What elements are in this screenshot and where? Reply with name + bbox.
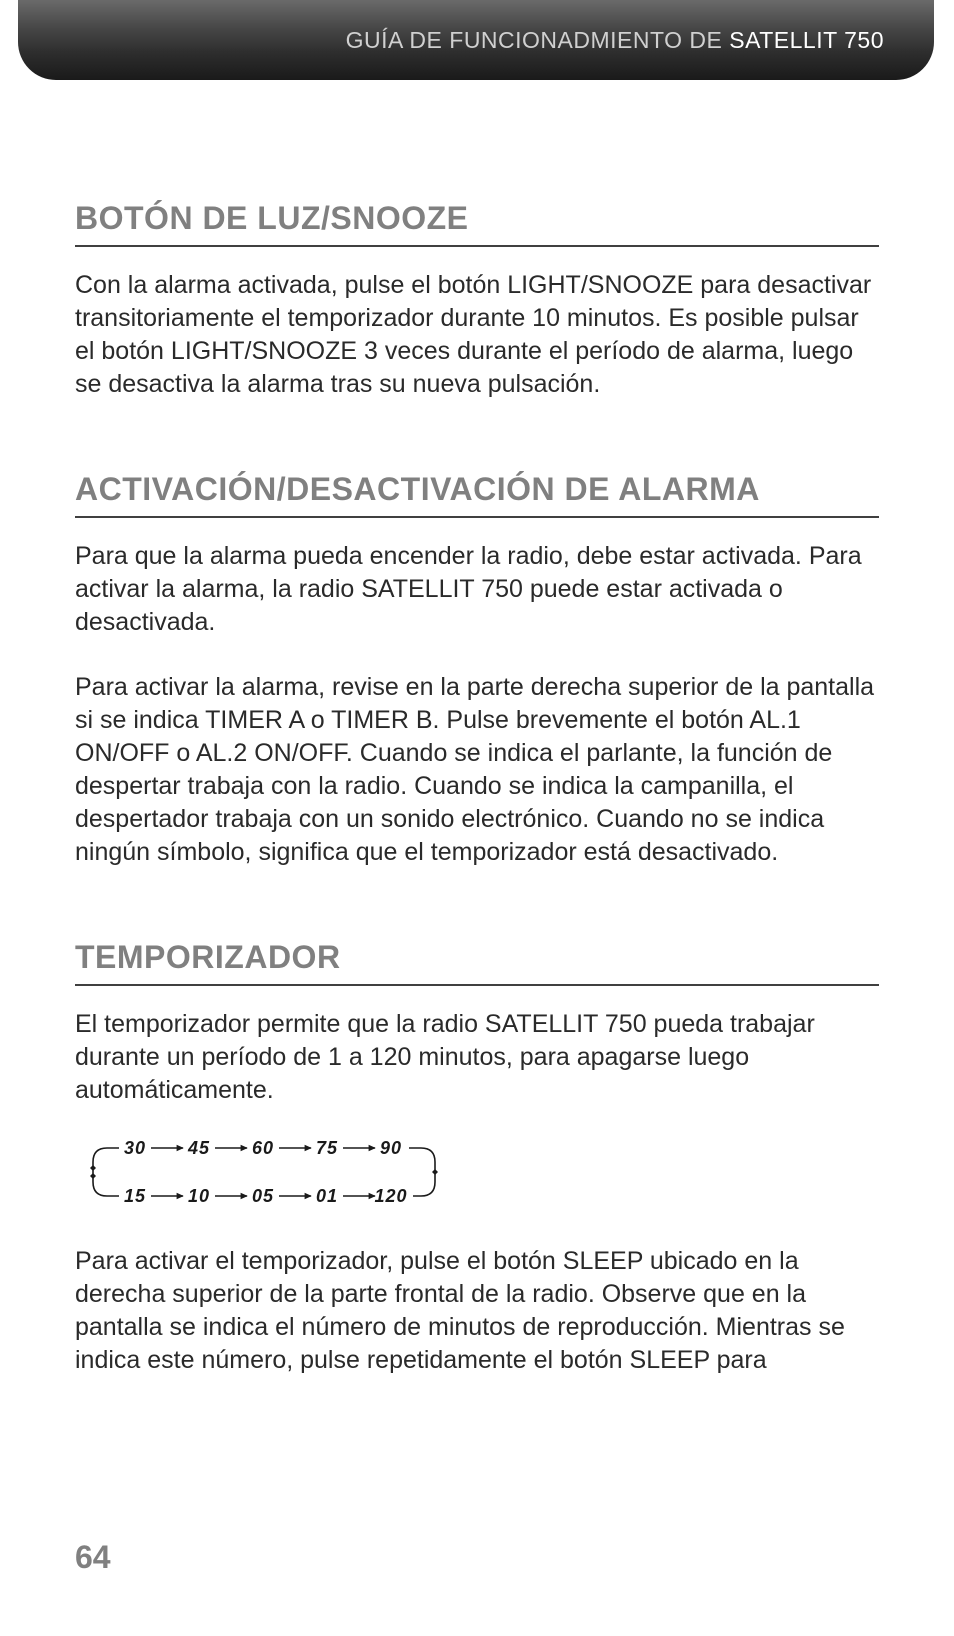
header-product: SATELLIT 750: [729, 27, 884, 53]
paragraph: Para que la alarma pueda encender la rad…: [75, 540, 879, 639]
svg-text:15: 15: [124, 1186, 146, 1206]
svg-text:90: 90: [380, 1138, 402, 1158]
timer-cycle-diagram: 30 45 60 75 90 15 10 05 01 120: [75, 1125, 879, 1217]
svg-text:120: 120: [374, 1186, 407, 1206]
header-prefix: GUÍA DE FUNCIONADMIENTO DE: [346, 27, 730, 53]
heading-timer: TEMPORIZADOR: [75, 939, 879, 986]
svg-text:45: 45: [187, 1138, 210, 1158]
page-number: 64: [75, 1539, 111, 1576]
section-alarm: ACTIVACIÓN/DESACTIVACIÓN DE ALARMA Para …: [75, 471, 879, 869]
svg-text:75: 75: [316, 1138, 338, 1158]
paragraph: El temporizador permite que la radio SAT…: [75, 1008, 879, 1107]
body-alarm: Para que la alarma pueda encender la rad…: [75, 540, 879, 869]
header-title: GUÍA DE FUNCIONADMIENTO DE SATELLIT 750: [346, 27, 884, 54]
svg-text:01: 01: [316, 1186, 338, 1206]
page-content: BOTÓN DE LUZ/SNOOZE Con la alarma activa…: [0, 80, 954, 1377]
paragraph: Para activar la alarma, revise en la par…: [75, 671, 879, 869]
body-snooze: Con la alarma activada, pulse el botón L…: [75, 269, 879, 401]
svg-text:60: 60: [252, 1138, 274, 1158]
svg-text:30: 30: [124, 1138, 146, 1158]
heading-alarm: ACTIVACIÓN/DESACTIVACIÓN DE ALARMA: [75, 471, 879, 518]
section-timer: TEMPORIZADOR El temporizador permite que…: [75, 939, 879, 1377]
heading-snooze: BOTÓN DE LUZ/SNOOZE: [75, 200, 879, 247]
section-snooze: BOTÓN DE LUZ/SNOOZE Con la alarma activa…: [75, 200, 879, 401]
header-bar: GUÍA DE FUNCIONADMIENTO DE SATELLIT 750: [18, 0, 934, 80]
body-timer-before: El temporizador permite que la radio SAT…: [75, 1008, 879, 1107]
svg-text:05: 05: [252, 1186, 274, 1206]
paragraph: Con la alarma activada, pulse el botón L…: [75, 269, 879, 401]
timer-cycle-svg: 30 45 60 75 90 15 10 05 01 120: [75, 1125, 495, 1217]
body-timer-after: Para activar el temporizador, pulse el b…: [75, 1245, 879, 1377]
svg-text:10: 10: [188, 1186, 210, 1206]
paragraph: Para activar el temporizador, pulse el b…: [75, 1245, 879, 1377]
